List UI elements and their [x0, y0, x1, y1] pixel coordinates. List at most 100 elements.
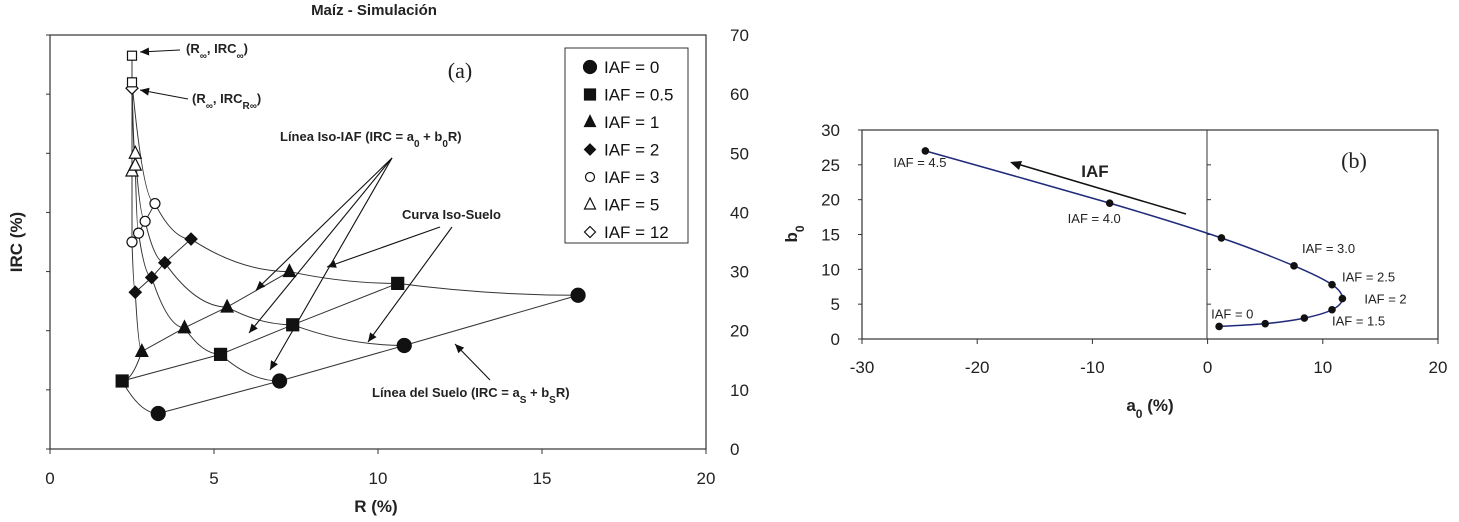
limit-point	[126, 50, 138, 61]
chart-b-point-label: IAF = 4.0	[1068, 211, 1121, 226]
chart-a-legend-box	[564, 47, 689, 244]
chart-a-y-axis-label: IRC (%)	[7, 212, 26, 272]
chart-b-point-label: IAF = 3.0	[1302, 241, 1355, 256]
chart-b-point	[1328, 305, 1336, 314]
data-point	[149, 197, 161, 210]
data-point	[272, 373, 288, 389]
chart-b-x-tick-label: -30	[850, 358, 875, 377]
arrow-iso-iaf-1-head	[256, 280, 266, 290]
iso-iaf-line	[134, 238, 192, 293]
data-point	[157, 255, 172, 270]
arrow-iso-suelo-1	[326, 226, 441, 268]
iso-soil-curve	[131, 82, 405, 346]
chart-b-y-tick-label: 25	[821, 156, 840, 175]
chart-b-point	[1261, 319, 1269, 328]
chart-b-curve	[925, 150, 1344, 328]
chart-b-iaf-arrow	[1013, 162, 1187, 215]
data-point	[128, 156, 143, 171]
data-point	[128, 144, 143, 159]
data-point	[286, 318, 300, 332]
data-point	[132, 227, 145, 239]
arrow-iso-suelo-2-head	[368, 332, 377, 342]
legend-entry: IAF = 1	[604, 113, 659, 132]
chart-b-x-tick-label: -10	[1080, 358, 1105, 377]
chart-b-y-tick-label: 10	[821, 260, 840, 279]
iso-iaf-line	[158, 294, 579, 414]
chart-a-title: Maíz - Simulación	[311, 2, 437, 19]
chart-a: Maíz - Simulación 0 5 10 15 20 0 10 20 30 40 50 60 7…	[7, 2, 749, 516]
data-point	[177, 319, 192, 334]
chart-b-x-tick-label: -20	[965, 358, 990, 377]
label-r-inf-irc-r-inf: (R∞, IRCR∞)	[192, 91, 261, 112]
limit-point	[126, 77, 138, 88]
data-point	[139, 215, 151, 227]
arrow-iso-iaf-2	[248, 157, 393, 334]
chart-b-arrow-label: IAF	[1081, 162, 1108, 181]
chart-b-x-axis-label: a0 (%)	[1126, 396, 1173, 421]
label-linea-iso-iaf: Línea Iso-IAF (IRC = a0 + b0R)	[280, 129, 462, 150]
legend-marker	[583, 196, 597, 210]
chart-b-point	[1338, 294, 1347, 303]
chart-a-x-axis-label: R (%)	[354, 497, 397, 516]
data-point	[150, 405, 166, 422]
arrow-iso-suelo-1-head	[327, 260, 337, 268]
chart-b-ticks: -30 -20 -10 0 10 20 0 5 10 15 20 25 30	[821, 121, 1447, 377]
iso-soil-curve	[131, 82, 579, 296]
chart-b-point-label: IAF = 1.5	[1332, 314, 1385, 329]
legend-marker	[583, 225, 597, 239]
chart-a-points	[115, 50, 586, 422]
data-point	[115, 374, 129, 388]
chart-b-x-tick-label: 0	[1203, 358, 1212, 377]
chart-a-panel-label: (a)	[448, 58, 472, 83]
chart-b-iaf-arrowhead	[1010, 161, 1022, 170]
chart-b-point	[1215, 322, 1223, 331]
chart-a-y-tick-label: 10	[730, 381, 749, 400]
iso-iaf-line	[141, 271, 290, 352]
label-curva-iso-suelo: Curva Iso-Suelo	[402, 207, 501, 222]
chart-b-y-tick-label: 0	[831, 330, 840, 349]
chart-b-x-tick-label: 10	[1313, 358, 1332, 377]
iso-soil-curve	[131, 82, 280, 382]
chart-a-legend: IAF = 0 IAF = 0.5 IAF = 1 IAF = 2 IAF = 3 IAF…	[582, 58, 673, 242]
data-point	[128, 285, 143, 300]
chart-a-arrows	[139, 47, 491, 381]
iso-iaf-line	[122, 282, 398, 382]
arrow-r-inf-irc-r-inf-head	[140, 87, 150, 96]
data-point	[134, 343, 149, 358]
legend-entry: IAF = 12	[604, 223, 669, 242]
data-point	[126, 236, 138, 248]
data-point	[391, 276, 405, 290]
arrow-r-inf-irc-inf-head	[140, 47, 150, 56]
arrow-iso-suelo-2	[367, 226, 453, 343]
legend-entry: IAF = 2	[604, 141, 659, 160]
chart-b-x-tick-label: 20	[1429, 358, 1448, 377]
chart-a-x-tick-label: 10	[369, 469, 388, 488]
legend-entry: IAF = 0.5	[604, 86, 673, 105]
chart-a-x-tick-label: 20	[697, 469, 716, 488]
data-point	[213, 347, 228, 361]
chart-b-point	[1290, 262, 1298, 270]
chart-b-y-tick-label: 5	[831, 295, 840, 314]
chart-a-y-tick-label: 30	[730, 263, 749, 282]
legend-marker	[583, 143, 597, 156]
chart-a-ticks: 0 5 10 15 20 0 10 20 30 40 50 60 70	[45, 26, 749, 488]
arrow-iso-iaf-3-head	[270, 360, 278, 370]
chart-a-x-tick-label: 15	[533, 469, 552, 488]
chart-b-point	[1105, 199, 1114, 207]
chart-b-point	[1300, 314, 1309, 322]
legend-marker	[583, 88, 597, 101]
chart-b-point-label: IAF = 2.5	[1342, 270, 1395, 285]
chart-b-points: IAF = 4.5 IAF = 4.0 IAF = 3.0 IAF = 2.5 IAF …	[893, 147, 1407, 331]
chart-b-y-tick-label: 15	[821, 226, 840, 245]
data-point	[282, 263, 297, 278]
data-point	[396, 337, 412, 354]
legend-marker	[584, 171, 596, 183]
data-point	[184, 232, 198, 246]
chart-b-y-axis-label: b0	[782, 225, 807, 242]
data-point	[570, 287, 586, 303]
chart-a-y-tick-label: 40	[730, 203, 749, 222]
arrow-iso-iaf-1	[255, 157, 393, 291]
chart-a-y-tick-label: 70	[730, 26, 749, 45]
chart-a-y-tick-label: 60	[730, 85, 749, 104]
chart-b-point	[921, 147, 930, 155]
